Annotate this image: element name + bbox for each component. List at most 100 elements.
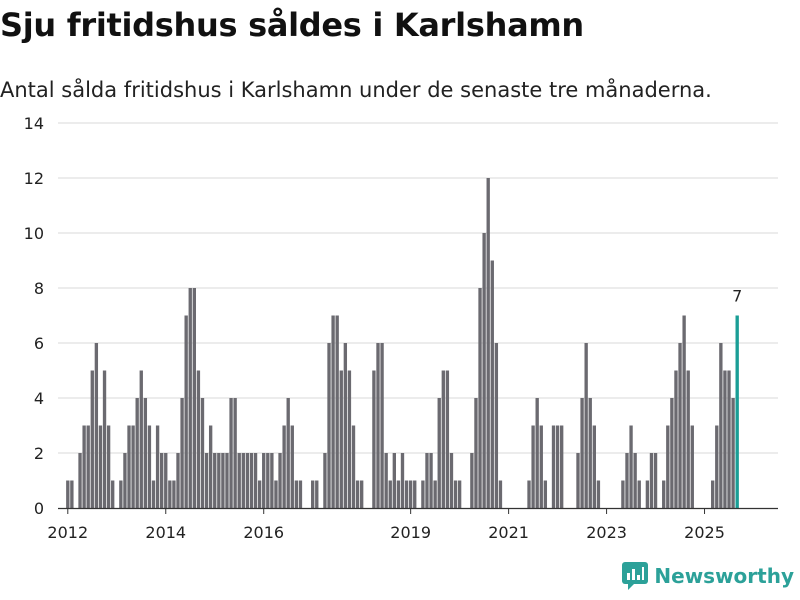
bar xyxy=(323,453,327,508)
bar xyxy=(94,343,99,508)
bar xyxy=(584,343,588,508)
brand-logo: Newsworthy xyxy=(622,562,794,590)
highlight-value-label: 7 xyxy=(732,287,742,306)
bar xyxy=(176,453,180,508)
bar xyxy=(527,480,531,508)
x-tick-label: 2012 xyxy=(47,523,88,542)
bar xyxy=(441,370,445,508)
bar xyxy=(400,453,405,508)
bar xyxy=(298,480,303,508)
bar xyxy=(196,370,201,508)
bar xyxy=(482,233,486,508)
bar xyxy=(127,425,131,508)
y-tick-label: 8 xyxy=(34,279,44,298)
bar xyxy=(208,425,213,508)
bar xyxy=(217,453,221,508)
y-tick-label: 4 xyxy=(34,389,44,408)
x-tick-label: 2023 xyxy=(586,523,627,542)
bar xyxy=(311,480,315,508)
bar xyxy=(294,480,299,508)
bar xyxy=(543,480,548,508)
bar xyxy=(470,453,474,508)
bar xyxy=(727,370,731,508)
bar xyxy=(498,480,503,508)
bar xyxy=(678,343,682,508)
bar xyxy=(90,370,94,508)
bar xyxy=(315,480,319,508)
bar xyxy=(213,453,217,508)
bar xyxy=(723,370,727,508)
bar xyxy=(421,480,425,508)
bar xyxy=(674,370,678,508)
bar xyxy=(78,453,82,508)
bar xyxy=(164,453,168,508)
bar xyxy=(445,370,450,508)
bar xyxy=(408,480,413,508)
bar xyxy=(490,260,494,508)
bar xyxy=(106,425,111,508)
bar xyxy=(172,480,176,508)
bar xyxy=(433,480,437,508)
bar xyxy=(204,453,209,508)
bar xyxy=(453,480,458,508)
bar xyxy=(588,398,592,508)
bar xyxy=(327,343,331,508)
bar xyxy=(649,453,654,508)
bar xyxy=(139,370,143,508)
bar xyxy=(596,480,601,508)
bar xyxy=(535,398,539,508)
bar xyxy=(413,480,417,508)
bar xyxy=(233,398,237,508)
bar-chart: 0 2 4 6 8 10 12 14 7 2012 2014 2016 2019 2021 2023 2025 xyxy=(24,114,778,542)
bar xyxy=(66,480,70,508)
bar xyxy=(653,453,658,508)
bar xyxy=(70,480,74,508)
bar xyxy=(392,453,396,508)
y-tick-label: 10 xyxy=(24,224,44,243)
bar xyxy=(560,425,564,508)
bar xyxy=(682,315,686,508)
bar xyxy=(555,425,560,508)
y-tick-label: 0 xyxy=(34,499,44,518)
bar xyxy=(147,425,152,508)
bar xyxy=(249,453,254,508)
bar xyxy=(266,453,270,508)
bar xyxy=(372,370,376,508)
bar xyxy=(355,480,360,508)
bar xyxy=(86,425,90,508)
x-tick-label: 2016 xyxy=(243,523,284,542)
bar xyxy=(380,343,384,508)
bar xyxy=(711,480,715,508)
bar xyxy=(290,425,294,508)
bar xyxy=(282,425,286,508)
bar xyxy=(245,453,250,508)
bar xyxy=(347,370,352,508)
chart-subtitle: Antal sålda fritidshus i Karlshamn under… xyxy=(0,78,712,102)
bar xyxy=(404,480,409,508)
bar xyxy=(360,480,364,508)
bar xyxy=(625,453,629,508)
bar xyxy=(388,480,392,508)
bar xyxy=(225,453,229,508)
bar xyxy=(286,398,290,508)
bar xyxy=(241,453,245,508)
bar xyxy=(731,398,735,508)
bar xyxy=(645,480,650,508)
bar xyxy=(180,398,184,508)
bar xyxy=(629,425,633,508)
bar xyxy=(437,398,441,508)
bar xyxy=(151,480,156,508)
bar xyxy=(637,480,641,508)
bar xyxy=(343,343,348,508)
newsworthy-logo-icon xyxy=(622,562,649,590)
bar xyxy=(457,480,462,508)
bar xyxy=(257,480,262,508)
bar xyxy=(192,288,196,508)
bar-highlight xyxy=(735,315,739,508)
bar xyxy=(425,453,429,508)
bar xyxy=(221,453,225,508)
bar xyxy=(384,453,388,508)
bar xyxy=(135,398,139,508)
bar xyxy=(376,343,380,508)
x-tick-label: 2014 xyxy=(145,523,186,542)
